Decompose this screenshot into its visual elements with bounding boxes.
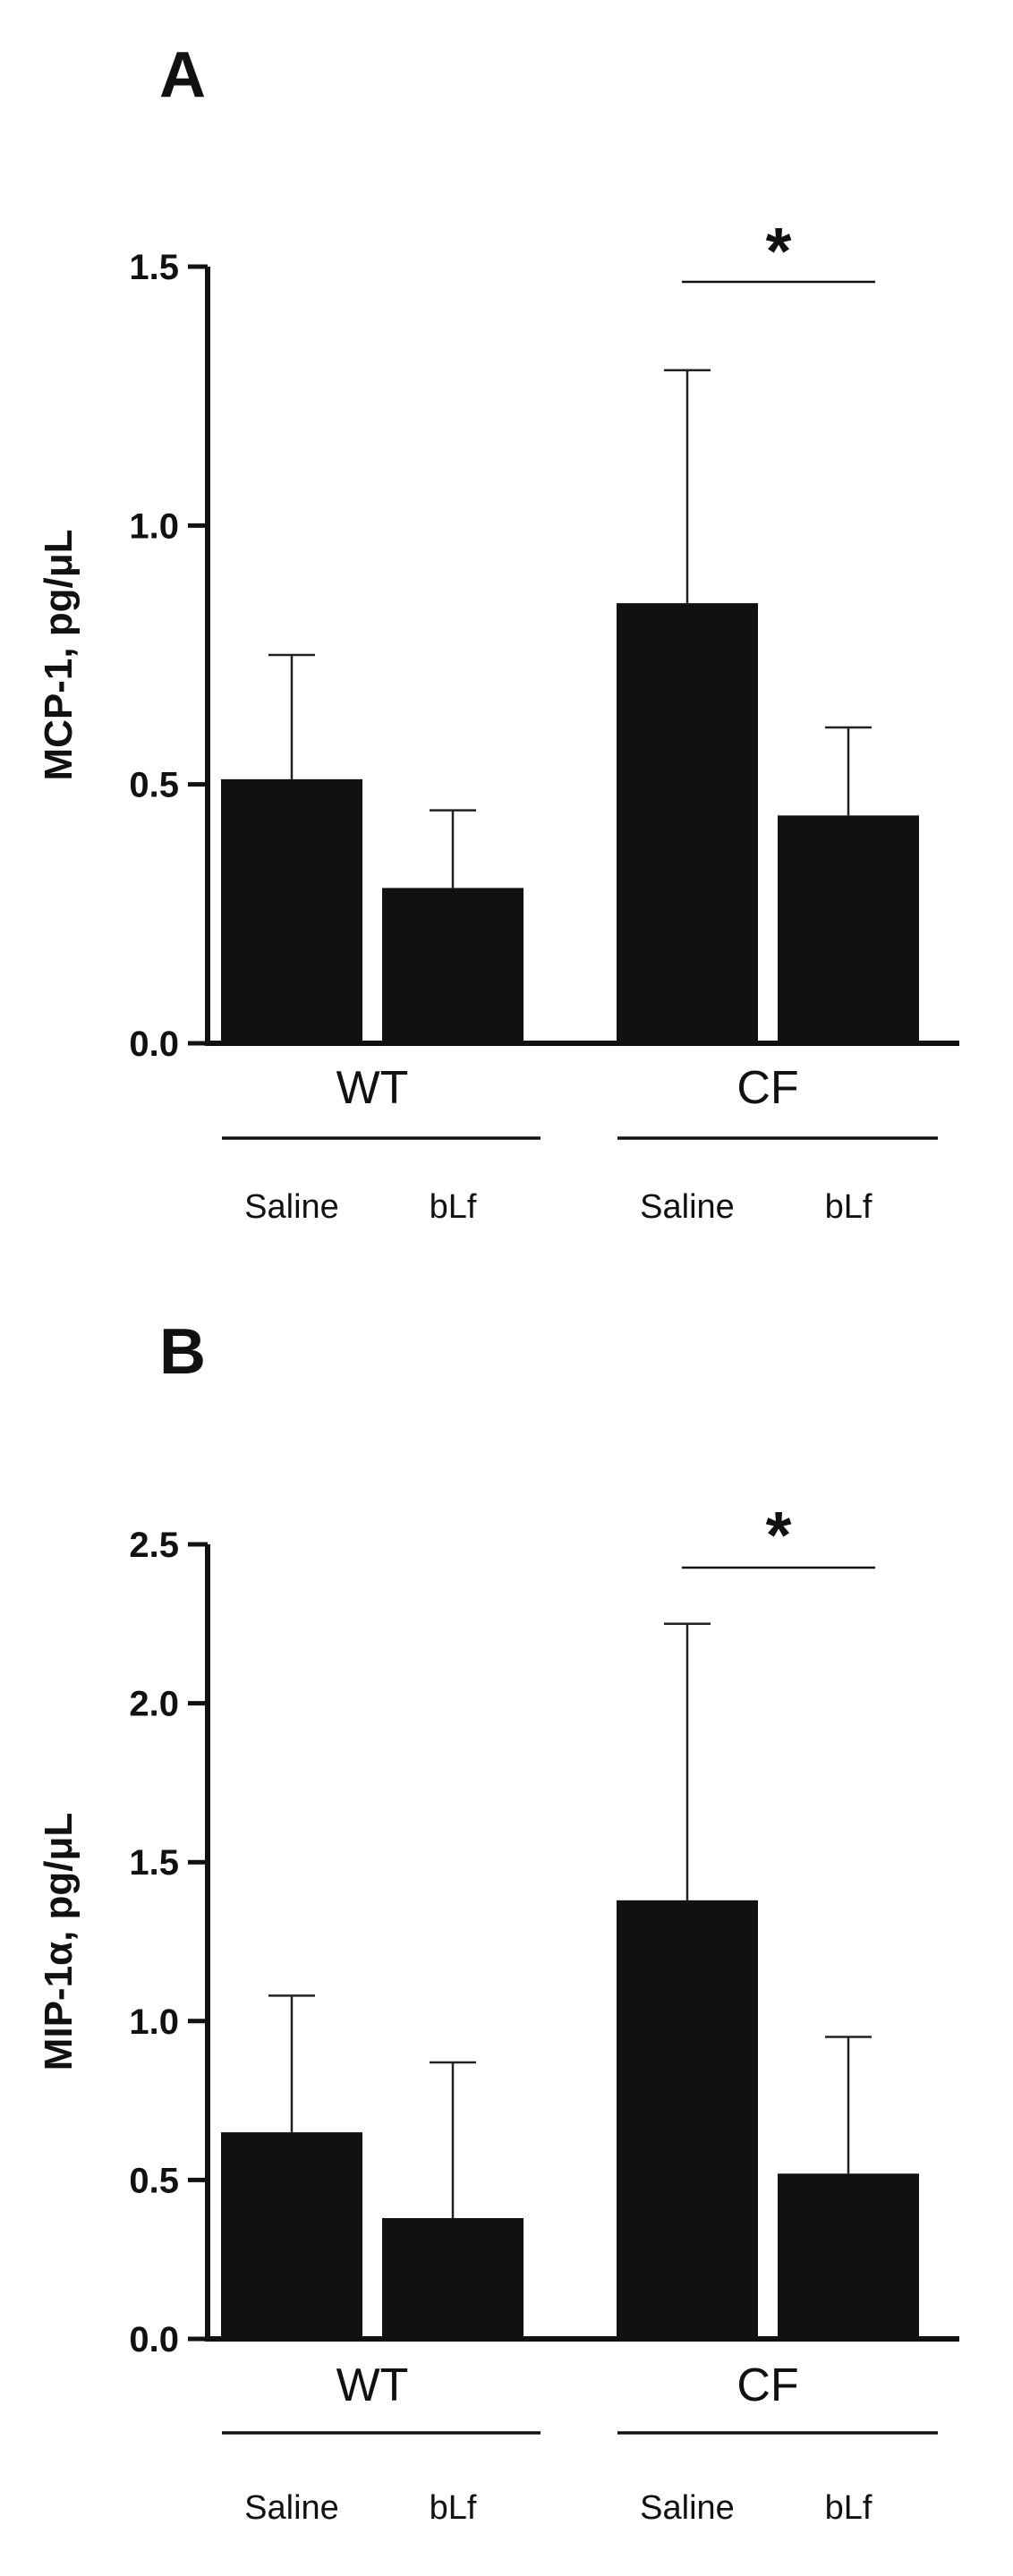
bar [382,888,524,1043]
bar [221,778,362,1043]
y-tick-label: 0.5 [129,2161,179,2200]
y-tick-label: 2.5 [129,1526,179,1565]
y-tick-label: 1.0 [129,506,179,546]
category-label: Saline [640,1188,735,1226]
bar [617,603,758,1043]
bar [382,2218,524,2339]
y-tick-label: 0.5 [129,766,179,805]
category-label: bLf [825,1188,873,1226]
y-axis-label: MCP-1, pg/μL [37,529,81,780]
panel-a: A MCP-1, pg/μL 0.0 0.5 1.0 1.5 WT CF Saline bLf Sa… [37,39,959,1226]
bar [617,1900,758,2339]
y-tick-label: 0.0 [129,2320,179,2359]
y-tick-label: 2.0 [129,1685,179,1724]
bar [778,2173,919,2339]
panel-b: B MIP-1α, pg/μL 0.0 0.5 1.0 1.5 2.0 2.5 WT CF Sali… [37,1316,959,2527]
category-label: bLf [430,1188,477,1226]
panel-letter: A [159,39,206,111]
category-label: bLf [430,2489,477,2527]
bar [221,2132,362,2339]
category-label: Saline [244,2489,339,2527]
group-label: CF [736,1062,798,1114]
group-label: CF [736,2359,798,2411]
y-tick-label: 1.0 [129,2002,179,2042]
significance-star: * [766,214,792,288]
group-label: WT [336,1062,409,1114]
bar [778,815,919,1043]
significance-star: * [766,1498,792,1572]
y-tick-label: 1.5 [129,248,179,287]
category-label: bLf [825,2489,873,2527]
group-label: WT [336,2359,409,2411]
category-label: Saline [640,2489,735,2527]
y-tick-label: 0.0 [129,1024,179,1064]
y-tick-label: 1.5 [129,1843,179,1883]
y-axis-label: MIP-1α, pg/μL [37,1813,81,2071]
panel-letter: B [159,1316,206,1388]
category-label: Saline [244,1188,339,1226]
